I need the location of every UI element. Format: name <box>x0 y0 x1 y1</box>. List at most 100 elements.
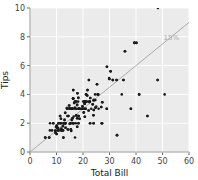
plot-area <box>30 8 189 152</box>
scatter-point <box>66 115 69 118</box>
scatter-point <box>64 127 67 130</box>
scatter-point <box>97 93 100 96</box>
scatter-point <box>116 134 119 137</box>
scatter-point <box>106 65 109 68</box>
scatter-point <box>77 115 80 118</box>
scatter-point <box>62 136 65 139</box>
scatter-point <box>67 128 70 131</box>
scatter-point <box>69 122 72 125</box>
y-axis-line <box>30 8 31 152</box>
scatter-point <box>92 99 95 102</box>
scatter-point <box>78 117 81 120</box>
scatter-point <box>59 129 62 132</box>
scatter-point <box>93 109 96 112</box>
scatter-point <box>100 106 103 109</box>
scatter-point <box>72 97 75 100</box>
chart-container: 0102030405060024681015%Total BillTips <box>0 0 198 180</box>
x-axis-line <box>30 152 189 153</box>
scatter-point <box>101 101 104 104</box>
scatter-point <box>91 103 94 106</box>
scatter-point <box>76 104 79 107</box>
scatter-point <box>70 130 73 133</box>
grid-line <box>189 8 190 152</box>
scatter-point <box>85 93 88 96</box>
scatter-point <box>124 50 127 53</box>
scatter-point <box>44 136 47 139</box>
tick-label: 60 <box>184 157 194 166</box>
tick-label: 50 <box>157 157 167 166</box>
scatter-point <box>106 65 109 68</box>
scatter-point <box>96 83 99 86</box>
scatter-point <box>72 89 75 92</box>
scatter-point <box>70 108 73 111</box>
scatter-point <box>78 108 81 111</box>
scatter-point <box>97 108 100 111</box>
scatter-point <box>77 115 80 118</box>
scatter-point <box>89 122 92 125</box>
scatter-point <box>71 108 74 111</box>
scatter-point <box>76 117 79 120</box>
scatter-point <box>96 83 99 86</box>
tick-label: 10 <box>15 4 25 13</box>
scatter-point <box>115 79 118 82</box>
scatter-point <box>101 101 104 104</box>
scatter-point <box>77 122 80 125</box>
scatter-point <box>122 79 125 82</box>
grid-line <box>30 8 189 9</box>
scatter-point <box>108 77 111 80</box>
scatter-point <box>76 104 79 107</box>
scatter-point <box>67 128 70 131</box>
scatter-point <box>72 122 75 125</box>
scatter-point <box>69 122 72 125</box>
scatter-point <box>62 125 65 128</box>
scatter-point <box>109 70 112 73</box>
scatter-point <box>89 97 92 100</box>
scatter-point <box>96 93 99 96</box>
tick-label: 8 <box>20 33 25 42</box>
scatter-point <box>156 79 159 82</box>
scatter-point <box>62 136 65 139</box>
scatter-point <box>115 79 118 82</box>
scatter-point <box>85 93 88 96</box>
scatter-point <box>78 108 81 111</box>
scatter-point <box>83 100 86 103</box>
scatter-point <box>59 115 62 118</box>
scatter-point <box>146 115 149 118</box>
scatter-point <box>95 105 98 108</box>
scatter-point <box>75 114 78 117</box>
scatter-point <box>93 109 96 112</box>
scatter-point <box>105 108 108 111</box>
scatter-point <box>157 8 160 9</box>
scatter-point <box>75 100 78 103</box>
scatter-point <box>133 42 136 45</box>
scatter-point <box>62 125 65 128</box>
scatter-point <box>75 100 78 103</box>
scatter-point <box>88 100 91 103</box>
scatter-point <box>72 89 75 92</box>
grid-line <box>30 65 189 66</box>
scatter-point <box>100 122 103 125</box>
scatter-point <box>101 122 104 125</box>
scatter-point <box>97 93 100 96</box>
scatter-point <box>112 79 115 82</box>
scatter-point <box>89 122 92 125</box>
scatter-point <box>71 108 74 111</box>
scatter-point <box>96 93 99 96</box>
scatter-point <box>68 104 71 107</box>
scatter-point <box>138 93 141 96</box>
tick-label: 40 <box>131 157 141 166</box>
scatter-point <box>55 133 58 136</box>
tick-label: 30 <box>104 157 114 166</box>
scatter-point <box>82 111 85 114</box>
scatter-point <box>62 122 65 125</box>
plot-background <box>30 8 189 152</box>
scatter-point <box>69 108 72 111</box>
grid-line <box>162 8 163 152</box>
scatter-point <box>72 97 75 100</box>
scatter-point <box>105 108 108 111</box>
scatter-point <box>66 107 69 110</box>
tick-label: 10 <box>51 157 61 166</box>
scatter-point <box>163 93 166 96</box>
scatter-point <box>83 102 86 105</box>
scatter-point <box>59 115 62 118</box>
